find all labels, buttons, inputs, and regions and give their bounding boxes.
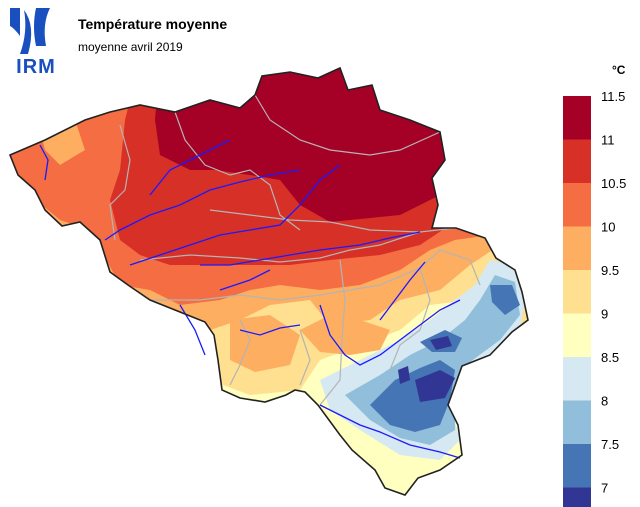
legend-bin — [563, 183, 591, 227]
legend-bin — [563, 313, 591, 357]
map-title: Température moyenne — [78, 16, 228, 32]
legend-bin — [563, 400, 591, 444]
legend-tick-label: 8.5 — [601, 350, 619, 365]
legend-bin — [563, 270, 591, 314]
legend-tick-label: 10 — [601, 220, 615, 235]
legend-bin — [563, 444, 591, 488]
logo-text: IRM — [16, 56, 56, 78]
legend-bin — [563, 487, 591, 507]
legend-tick-label: 11 — [601, 133, 615, 148]
legend-bin — [563, 226, 591, 270]
legend-tick-label: 11.5 — [601, 89, 625, 104]
legend-bin — [563, 139, 591, 183]
legend-tick-label: 7.5 — [601, 437, 619, 452]
legend-bin — [563, 96, 591, 140]
legend-bin — [563, 357, 591, 401]
rivers — [39, 139, 461, 459]
legend-tick-label: 9.5 — [601, 263, 619, 278]
legend-tick-label: 8 — [601, 394, 608, 409]
legend-unit: °C — [612, 63, 626, 77]
province-borders — [109, 94, 481, 406]
legend-tick-label: 10.5 — [601, 176, 626, 191]
irm-logo: IRM — [6, 6, 58, 78]
map-subtitle: moyenne avril 2019 — [78, 40, 183, 54]
legend-tick-label: 7 — [601, 481, 608, 496]
irm-logo-mark — [10, 8, 50, 54]
legend-tick-label: 9 — [601, 307, 608, 322]
